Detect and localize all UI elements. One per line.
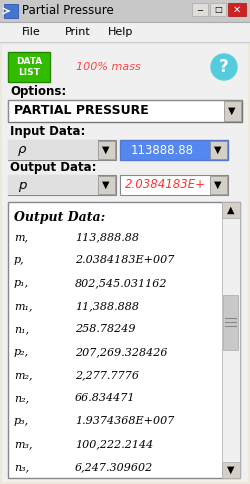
Bar	[210, 3, 226, 16]
Bar	[210, 141, 227, 159]
Text: ?: ?	[219, 58, 229, 76]
Bar	[8, 52, 50, 82]
Text: Options:: Options:	[10, 86, 66, 99]
Text: ▼: ▼	[228, 106, 236, 116]
Text: 2,277.7776: 2,277.7776	[75, 370, 139, 380]
Bar	[8, 175, 116, 195]
Text: 66.834471: 66.834471	[75, 393, 136, 403]
Text: Help: Help	[108, 27, 134, 37]
Bar	[8, 140, 116, 160]
Text: ▲: ▲	[227, 205, 235, 215]
Bar	[210, 176, 227, 194]
Bar	[8, 175, 98, 195]
Bar	[222, 202, 240, 478]
Text: p,: p,	[14, 255, 24, 265]
Bar	[228, 3, 246, 16]
Text: 207,269.328426: 207,269.328426	[75, 347, 168, 357]
Text: Print: Print	[65, 27, 91, 37]
Text: p₁,: p₁,	[14, 278, 29, 288]
Text: 1.9374368E+007: 1.9374368E+007	[75, 416, 174, 426]
Text: Input Data:: Input Data:	[10, 125, 86, 138]
Text: 802,545.031162: 802,545.031162	[75, 278, 168, 288]
Bar	[120, 175, 228, 195]
Text: Output Data:: Output Data:	[14, 211, 105, 224]
Text: p: p	[18, 179, 26, 192]
Text: 100,222.2144: 100,222.2144	[75, 439, 153, 449]
Bar	[192, 3, 208, 16]
Circle shape	[211, 54, 237, 80]
Text: n₁,: n₁,	[14, 324, 29, 334]
Bar	[4, 4, 18, 18]
Text: 11,388.888: 11,388.888	[75, 301, 139, 311]
Text: 113,888.88: 113,888.88	[75, 232, 139, 242]
Text: 2.0384183E+: 2.0384183E+	[125, 179, 206, 192]
Bar	[0, 22, 250, 42]
Bar	[8, 100, 242, 122]
Text: m₁,: m₁,	[14, 301, 32, 311]
Text: m₃,: m₃,	[14, 439, 32, 449]
Text: n₃,: n₃,	[14, 462, 29, 472]
Text: Partial Pressure: Partial Pressure	[22, 4, 114, 17]
Text: File: File	[22, 27, 41, 37]
Bar	[222, 202, 240, 218]
Text: PARTIAL PRESSURE: PARTIAL PRESSURE	[14, 105, 149, 118]
Text: Output Data:: Output Data:	[10, 162, 97, 175]
Text: p₂,: p₂,	[14, 347, 29, 357]
Text: m,: m,	[14, 232, 28, 242]
Bar	[120, 140, 228, 160]
Text: 100% mass: 100% mass	[76, 62, 140, 72]
Text: DATA
LIST: DATA LIST	[16, 57, 42, 76]
Bar	[224, 101, 241, 121]
Text: m₂,: m₂,	[14, 370, 32, 380]
Text: ρ: ρ	[18, 143, 26, 156]
Bar	[98, 176, 115, 194]
Text: 2.0384183E+007: 2.0384183E+007	[75, 255, 174, 265]
Text: ▼: ▼	[214, 180, 222, 190]
Text: ▼: ▼	[214, 145, 222, 155]
Text: ✕: ✕	[233, 4, 241, 15]
Text: p₃,: p₃,	[14, 416, 29, 426]
Bar	[223, 295, 238, 350]
Bar	[222, 462, 240, 478]
Bar	[8, 140, 98, 160]
Text: 258.78249: 258.78249	[75, 324, 136, 334]
Bar	[8, 202, 240, 478]
Text: 6,247.309602: 6,247.309602	[75, 462, 153, 472]
Bar	[98, 141, 115, 159]
Bar	[0, 0, 250, 22]
Text: ▼: ▼	[102, 180, 110, 190]
Text: □: □	[214, 5, 222, 14]
Text: 113888.88: 113888.88	[130, 143, 194, 156]
Text: ▼: ▼	[102, 145, 110, 155]
Text: ─: ─	[198, 5, 202, 14]
Text: ▼: ▼	[227, 465, 235, 475]
Text: n₂,: n₂,	[14, 393, 29, 403]
